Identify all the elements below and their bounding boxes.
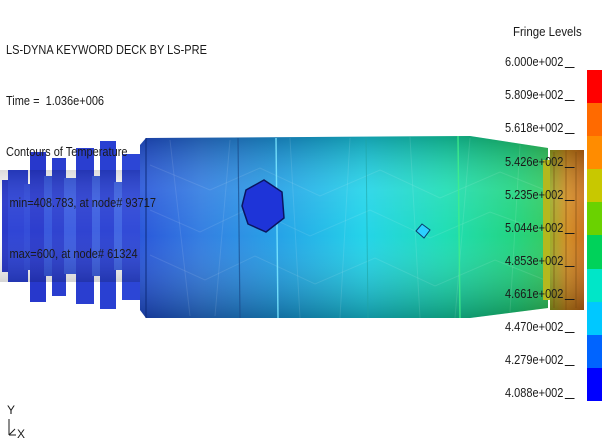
fringe-level-label: 4.661e+002 bbox=[505, 287, 575, 301]
fringe-color-bar bbox=[587, 70, 602, 401]
fringe-level-label: 5.044e+002 bbox=[505, 221, 575, 235]
header-max: max=600, at node# 61324 bbox=[9, 247, 138, 261]
color-bar-segment bbox=[587, 136, 602, 170]
fringe-level-label: 5.426e+002 bbox=[505, 155, 575, 169]
header-title: LS-DYNA KEYWORD DECK BY LS-PRE bbox=[6, 43, 207, 57]
axis-x-label: X bbox=[17, 427, 25, 440]
axis-y-label: Y bbox=[7, 403, 15, 417]
fringe-level-label: 4.088e+002 bbox=[505, 386, 575, 400]
color-bar-segment bbox=[587, 169, 602, 203]
color-bar-segment bbox=[587, 202, 602, 236]
fringe-level-label: 6.000e+002 bbox=[505, 55, 575, 69]
main-cylinder bbox=[140, 135, 548, 319]
header-info: LS-DYNA KEYWORD DECK BY LS-PRE Time = 1.… bbox=[6, 8, 207, 297]
color-bar-segment bbox=[587, 70, 602, 104]
header-min: min=408.783, at node# 93717 bbox=[9, 196, 157, 210]
header-time: Time = 1.036e+006 bbox=[6, 94, 105, 108]
right-end bbox=[543, 150, 584, 310]
fringe-level-label: 4.853e+002 bbox=[505, 254, 575, 268]
axis-triad: Y X bbox=[4, 400, 34, 443]
color-bar-segment bbox=[587, 268, 602, 302]
color-bar-segment bbox=[587, 334, 602, 368]
color-bar-segment bbox=[587, 301, 602, 335]
fringe-level-label: 5.618e+002 bbox=[505, 121, 575, 135]
fringe-level-label: 5.809e+002 bbox=[505, 88, 575, 102]
color-bar-segment bbox=[587, 235, 602, 269]
left-hub bbox=[0, 141, 146, 309]
header-contour-type: Contours of Temperature bbox=[6, 145, 128, 159]
fringe-level-label: 4.470e+002 bbox=[505, 320, 575, 334]
color-bar-segment bbox=[587, 103, 602, 137]
fringe-levels-title: Fringe Levels bbox=[513, 24, 582, 39]
axis-triad-icon: Y X bbox=[7, 403, 25, 441]
fringe-level-label: 4.279e+002 bbox=[505, 353, 575, 367]
color-bar-segment bbox=[587, 367, 602, 401]
fringe-level-label: 5.235e+002 bbox=[505, 188, 575, 202]
